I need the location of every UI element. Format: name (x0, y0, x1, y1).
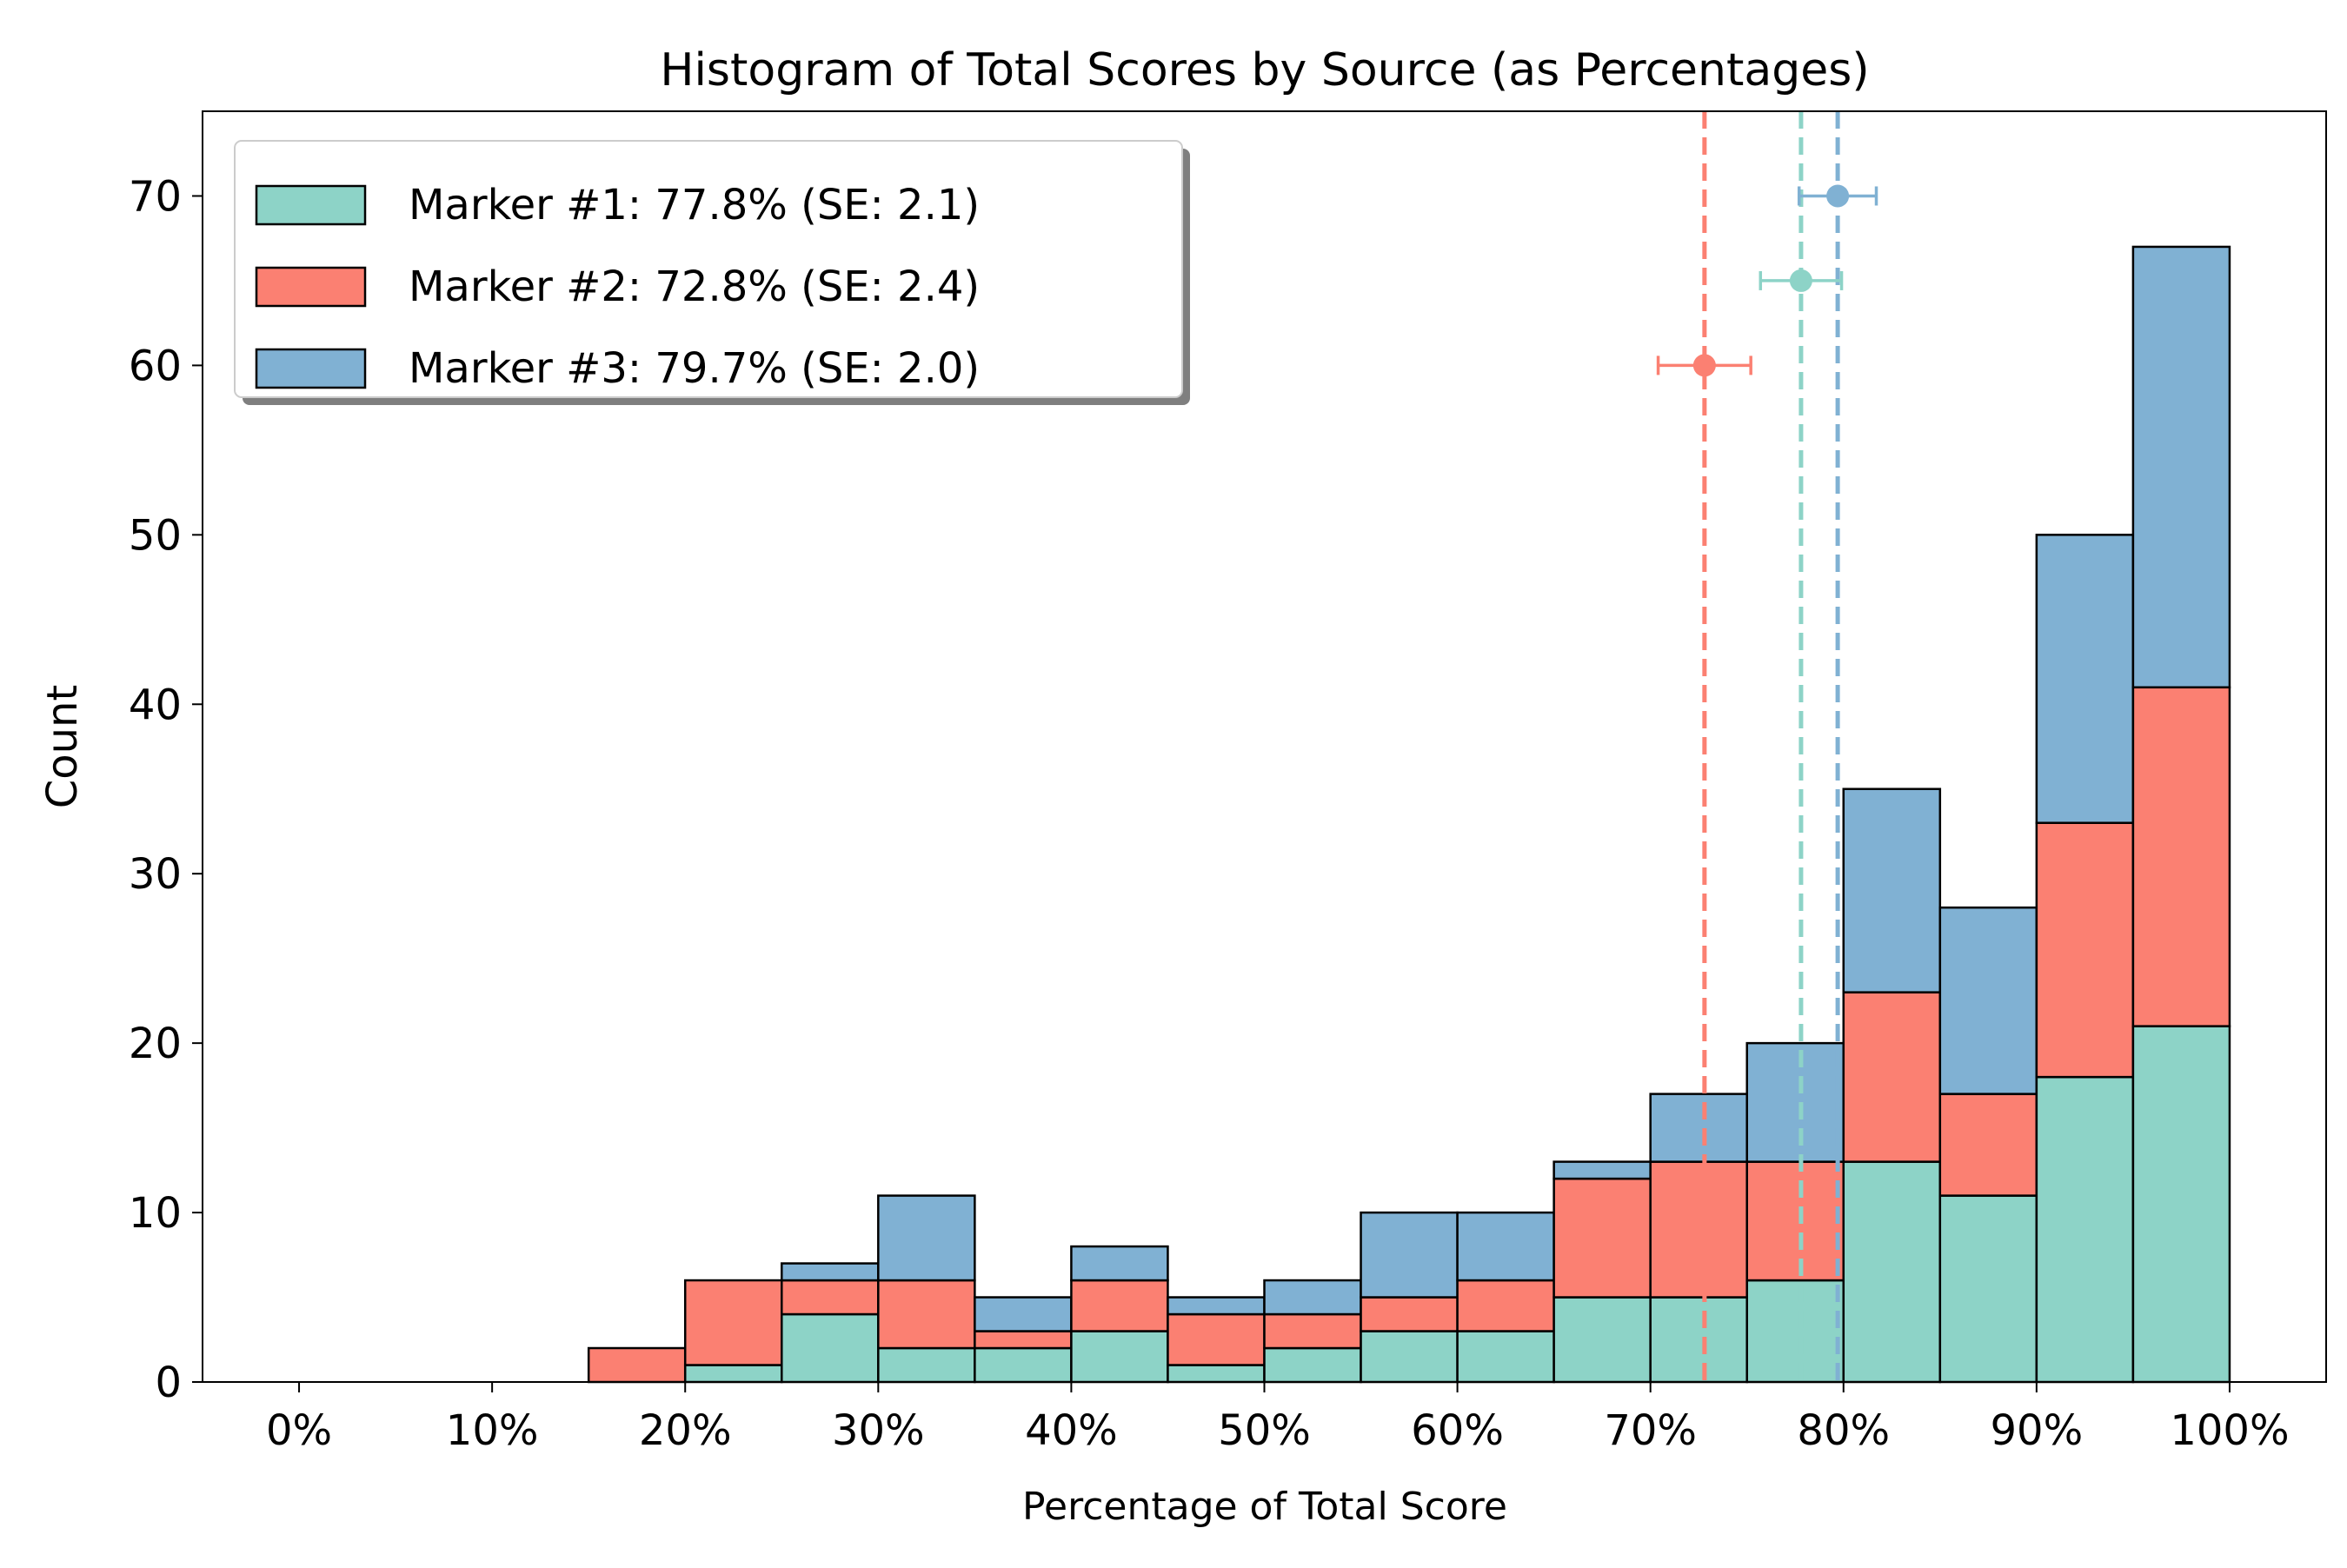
x-tick-label-10: 10% (446, 1406, 539, 1455)
bar-marker-2-bin-17 (1938, 1093, 2038, 1197)
x-tick-label-60: 60% (1411, 1406, 1504, 1455)
bar-marker-1-bin-5 (781, 1312, 880, 1384)
bar-marker-2-bin-18 (2035, 821, 2135, 1079)
bar-marker-2-bin-6 (877, 1279, 976, 1350)
legend-label-marker-1: Marker #1: 77.8% (SE: 2.1) (409, 181, 980, 229)
bar-marker-2-bin-16 (1842, 991, 1942, 1163)
y-axis-label: Count (38, 685, 87, 809)
bar-marker-2-bin-19 (2131, 686, 2231, 1027)
bar-marker-3-bin-13 (1552, 1160, 1652, 1180)
bar-marker-1-bin-8 (1070, 1330, 1169, 1384)
bar-marker-1-bin-11 (1360, 1330, 1459, 1384)
bar-marker-2-bin-14 (1649, 1160, 1748, 1299)
chart-title: Histogram of Total Scores by Source (as … (660, 44, 1869, 96)
legend-swatch-marker-2 (255, 266, 367, 308)
error-bars-layer (1656, 184, 1878, 377)
bar-marker-1-bin-15 (1745, 1279, 1845, 1384)
bar-marker-1-bin-14 (1649, 1296, 1748, 1384)
bar-marker-2-bin-8 (1070, 1279, 1169, 1332)
error-bar-marker-2 (1656, 354, 1752, 377)
bar-marker-3-bin-5 (781, 1262, 880, 1282)
bar-marker-2-bin-4 (683, 1279, 783, 1366)
legend-label-marker-2: Marker #2: 72.8% (SE: 2.4) (409, 262, 980, 311)
bar-marker-1-bin-4 (683, 1364, 783, 1384)
bar-marker-3-bin-8 (1070, 1245, 1169, 1282)
bar-marker-2-bin-9 (1167, 1312, 1266, 1366)
x-tick-label-20: 20% (639, 1406, 732, 1455)
y-tick-label-40: 40 (129, 681, 182, 729)
bar-marker-3-bin-7 (974, 1296, 1073, 1332)
error-bar-marker-1 (1759, 269, 1844, 292)
y-axis: 0 10 20 30 40 50 60 70 (129, 172, 203, 1407)
y-tick-label-50: 50 (129, 511, 182, 560)
y-tick-label-20: 20 (129, 1020, 182, 1068)
bar-marker-1-bin-16 (1842, 1160, 1942, 1384)
bar-marker-2-bin-12 (1456, 1279, 1555, 1332)
bar-marker-3-bin-17 (1938, 906, 2038, 1095)
bar-marker-3-bin-15 (1745, 1041, 1845, 1163)
x-tick-label-80: 80% (1797, 1406, 1890, 1455)
bar-marker-1-bin-12 (1456, 1330, 1555, 1384)
bar-marker-3-bin-12 (1456, 1211, 1555, 1282)
x-axis: 0% 10% 20% 30% 40% 50% 60% 70% 80% 90% 100% (266, 1382, 2290, 1455)
mean-point-marker-3 (1826, 184, 1850, 208)
legend-swatch-marker-3 (255, 348, 367, 389)
bar-marker-3-bin-9 (1167, 1296, 1266, 1316)
bar-marker-3-bin-10 (1263, 1279, 1362, 1316)
legend-swatch-marker-1 (255, 184, 367, 226)
bar-marker-3-bin-16 (1842, 787, 1942, 993)
x-axis-label: Percentage of Total Score (1022, 1485, 1507, 1529)
bar-marker-3-bin-6 (877, 1194, 976, 1282)
y-tick-label-10: 10 (129, 1189, 182, 1238)
bar-marker-1-bin-7 (974, 1346, 1073, 1384)
legend-box (234, 140, 1183, 398)
y-tick-label-0: 0 (155, 1359, 182, 1407)
bar-marker-2-bin-5 (781, 1279, 880, 1316)
bar-marker-3-bin-19 (2131, 245, 2231, 689)
bar-marker-2-bin-3 (587, 1346, 687, 1384)
bar-marker-2-bin-11 (1360, 1296, 1459, 1332)
bar-marker-2-bin-10 (1263, 1312, 1362, 1350)
bar-marker-3-bin-11 (1360, 1211, 1459, 1299)
x-tick-label-90: 90% (1991, 1406, 2084, 1455)
bar-marker-1-bin-18 (2035, 1075, 2135, 1384)
x-tick-label-0: 0% (266, 1406, 332, 1455)
legend: Marker #1: 77.8% (SE: 2.1) Marker #2: 72.… (234, 140, 1190, 405)
bar-marker-3-bin-18 (2035, 534, 2135, 824)
mean-point-marker-1 (1789, 269, 1812, 292)
bar-marker-2-bin-13 (1552, 1177, 1652, 1299)
bar-marker-2-bin-15 (1745, 1160, 1845, 1282)
bars-layer (587, 245, 2231, 1384)
bar-marker-1-bin-17 (1938, 1194, 2038, 1384)
bar-marker-1-bin-6 (877, 1346, 976, 1384)
legend-label-marker-3: Marker #3: 79.7% (SE: 2.0) (409, 344, 980, 393)
bar-marker-1-bin-13 (1552, 1296, 1652, 1384)
x-tick-label-100: 100% (2170, 1406, 2289, 1455)
bar-marker-1-bin-19 (2131, 1025, 2231, 1384)
bar-marker-2-bin-7 (974, 1330, 1073, 1350)
bar-marker-3-bin-14 (1649, 1093, 1748, 1163)
mean-point-marker-2 (1692, 354, 1716, 377)
bar-marker-1-bin-9 (1167, 1364, 1266, 1384)
x-tick-label-40: 40% (1025, 1406, 1118, 1455)
x-tick-label-50: 50% (1218, 1406, 1311, 1455)
x-tick-label-70: 70% (1604, 1406, 1697, 1455)
y-tick-label-70: 70 (129, 172, 182, 221)
x-tick-label-30: 30% (832, 1406, 925, 1455)
y-tick-label-30: 30 (129, 850, 182, 899)
error-bar-marker-3 (1797, 184, 1878, 208)
y-tick-label-60: 60 (129, 342, 182, 390)
mean-lines-layer (1702, 111, 1840, 1382)
bar-marker-1-bin-10 (1263, 1346, 1362, 1384)
